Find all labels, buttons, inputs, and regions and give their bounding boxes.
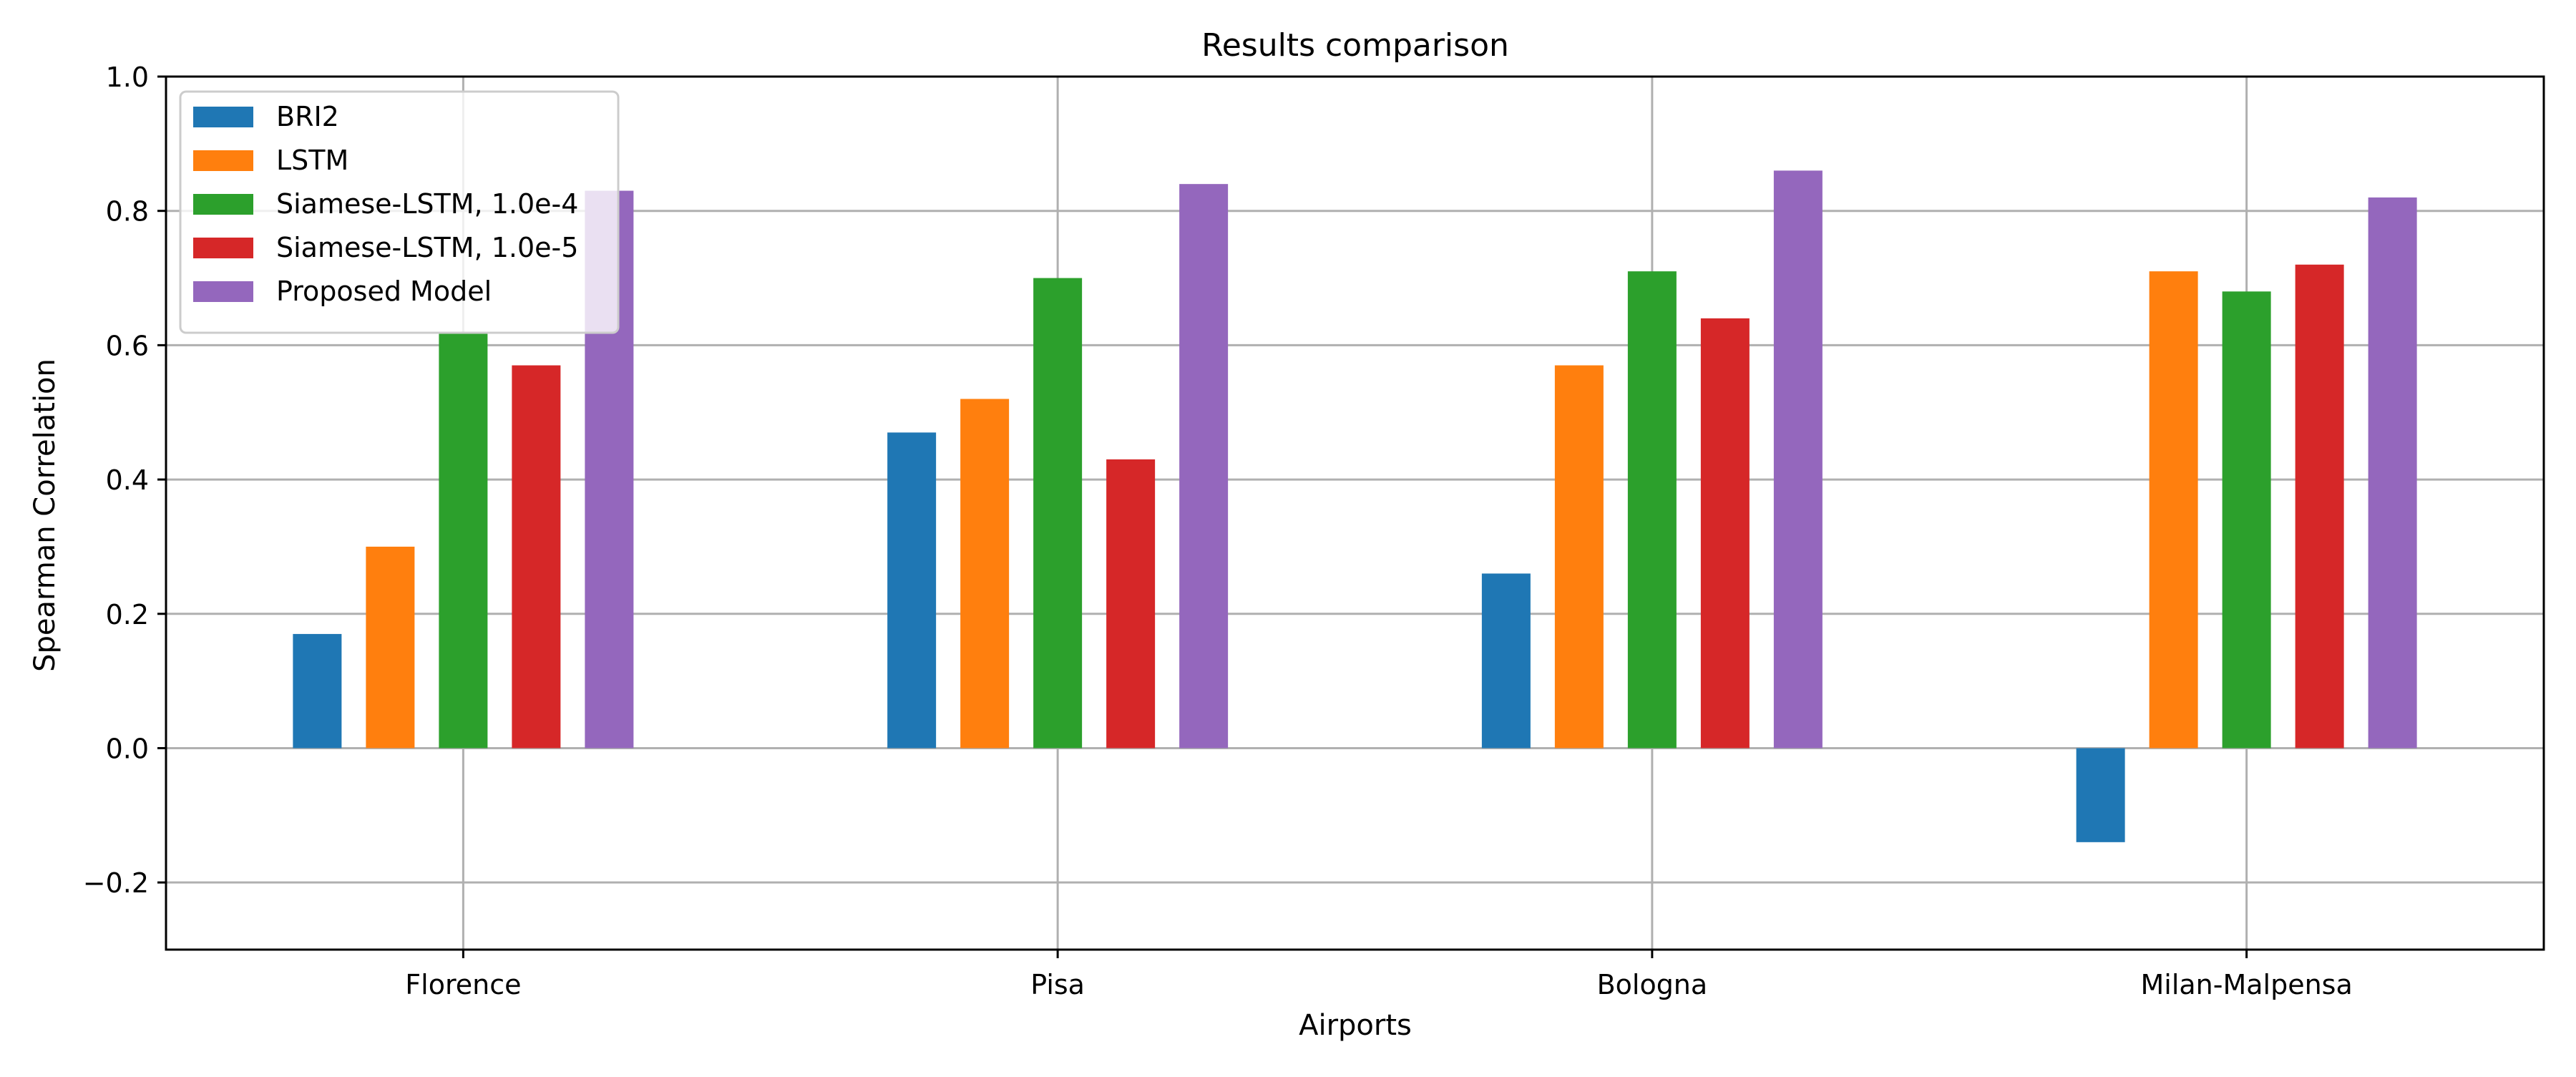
bar-bri2-milan-malpensa — [2076, 748, 2125, 842]
bar-siamese-lstm-1-0e-5-bologna — [1700, 318, 1750, 749]
bar-siamese-lstm-1-0e-5-florence — [512, 365, 561, 749]
y-tick-label: 0.6 — [106, 330, 149, 361]
bar-siamese-lstm-1-0e-4-bologna — [1627, 271, 1677, 749]
legend-label: Siamese-LSTM, 1.0e-5 — [276, 232, 578, 263]
x-tick-label: Florence — [405, 969, 521, 1000]
bar-siamese-lstm-1-0e-4-milan-malpensa — [2222, 291, 2271, 749]
chart-title: Results comparison — [1201, 27, 1509, 64]
bar-lstm-bologna — [1554, 365, 1604, 749]
tick-labels: −0.2 0.0 0.2 0.4 0.6 0.8 1.0 Florence Pisa Bologn… — [83, 62, 2353, 1000]
bar-bri2-florence — [293, 633, 342, 749]
bar-siamese-lstm-1-0e-4-florence — [439, 331, 488, 749]
legend-swatch — [193, 107, 253, 127]
bar-lstm-pisa — [960, 399, 1010, 749]
bar-bri2-bologna — [1481, 573, 1531, 749]
legend: BRI2 LSTM Siamese-LSTM, 1.0e-4 Siamese-LSTM… — [179, 90, 620, 334]
y-tick-label: −0.2 — [83, 867, 149, 899]
bar-proposed-model-bologna — [1773, 170, 1823, 749]
legend-swatch — [193, 150, 253, 171]
x-tick-label: Pisa — [1030, 969, 1085, 1000]
legend-box — [179, 90, 620, 334]
bar-siamese-lstm-1-0e-4-pisa — [1033, 278, 1083, 749]
legend-label: Siamese-LSTM, 1.0e-4 — [276, 188, 578, 220]
bar-siamese-lstm-1-0e-5-pisa — [1106, 459, 1156, 749]
bar-lstm-florence — [366, 546, 415, 749]
y-tick-label: 0.2 — [106, 599, 149, 630]
y-tick-label: 1.0 — [106, 62, 149, 93]
x-tick-label: Bologna — [1597, 969, 1708, 1000]
bar-proposed-model-milan-malpensa — [2368, 197, 2417, 749]
legend-swatch — [193, 194, 253, 215]
legend-label: Proposed Model — [276, 276, 492, 307]
legend-label: LSTM — [276, 145, 348, 176]
bar-lstm-milan-malpensa — [2149, 271, 2198, 749]
y-tick-label: 0.4 — [106, 464, 149, 496]
plot-frame — [165, 75, 2545, 951]
y-tick-label: 0.8 — [106, 196, 149, 228]
y-axis-label: Spearman Correlation — [29, 359, 62, 672]
bar-siamese-lstm-1-0e-5-milan-malpensa — [2295, 264, 2344, 749]
axes — [165, 75, 2545, 951]
bar-proposed-model-pisa — [1179, 184, 1229, 749]
legend-swatch — [193, 281, 253, 302]
legend-label: BRI2 — [276, 101, 339, 132]
x-tick-label: Milan-Malpensa — [2140, 969, 2352, 1000]
bar-bri2-pisa — [887, 432, 937, 749]
legend-swatch — [193, 238, 253, 258]
y-tick-label: 0.0 — [106, 733, 149, 764]
x-axis-label: Airports — [1299, 1009, 1412, 1042]
